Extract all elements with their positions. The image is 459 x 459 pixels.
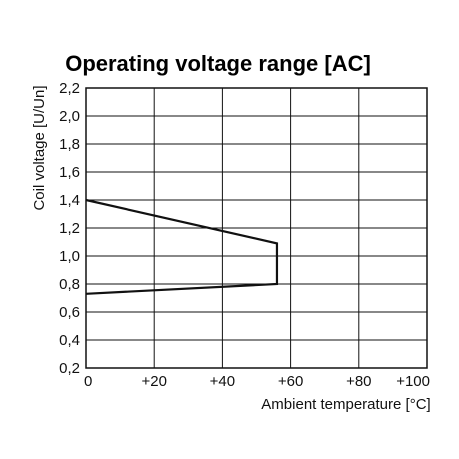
plot-frame [85, 87, 428, 369]
x-tick-label: 0 [84, 373, 92, 390]
x-tick-label: +100 [396, 373, 430, 390]
x-tick-label: +20 [141, 373, 166, 390]
y-tick-labels: 0,2 0,4 0,6 0,8 1,0 1,2 1,4 1,6 1,8 2,0 2,2 [59, 80, 80, 377]
y-tick-label: 1,8 [59, 136, 80, 153]
series-line [85, 198, 279, 295]
x-tick-label: +40 [210, 373, 235, 390]
grid-lines [85, 87, 428, 369]
y-tick-label: 2,2 [59, 80, 80, 97]
x-axis-label: Ambient temperature [°C] [261, 396, 430, 413]
y-tick-label: 0,6 [59, 304, 80, 321]
y-tick-label: 0,2 [59, 360, 80, 377]
x-tick-label: +80 [346, 373, 371, 390]
x-tick-labels: 0 +20 +40 +60 +80 +100 [84, 373, 430, 390]
data-series [85, 198, 279, 295]
y-tick-label: 1,0 [59, 248, 80, 265]
y-tick-label: 0,4 [59, 332, 80, 349]
y-tick-label: 2,0 [59, 108, 80, 125]
y-tick-label: 1,6 [59, 164, 80, 181]
chart-title: Operating voltage range [AC] [65, 51, 371, 76]
y-tick-label: 1,2 [59, 220, 80, 237]
y-axis-label: Coil voltage [U/Un] [31, 85, 48, 210]
x-tick-label: +60 [278, 373, 303, 390]
y-tick-label: 0,8 [59, 276, 80, 293]
y-tick-label: 1,4 [59, 192, 80, 209]
